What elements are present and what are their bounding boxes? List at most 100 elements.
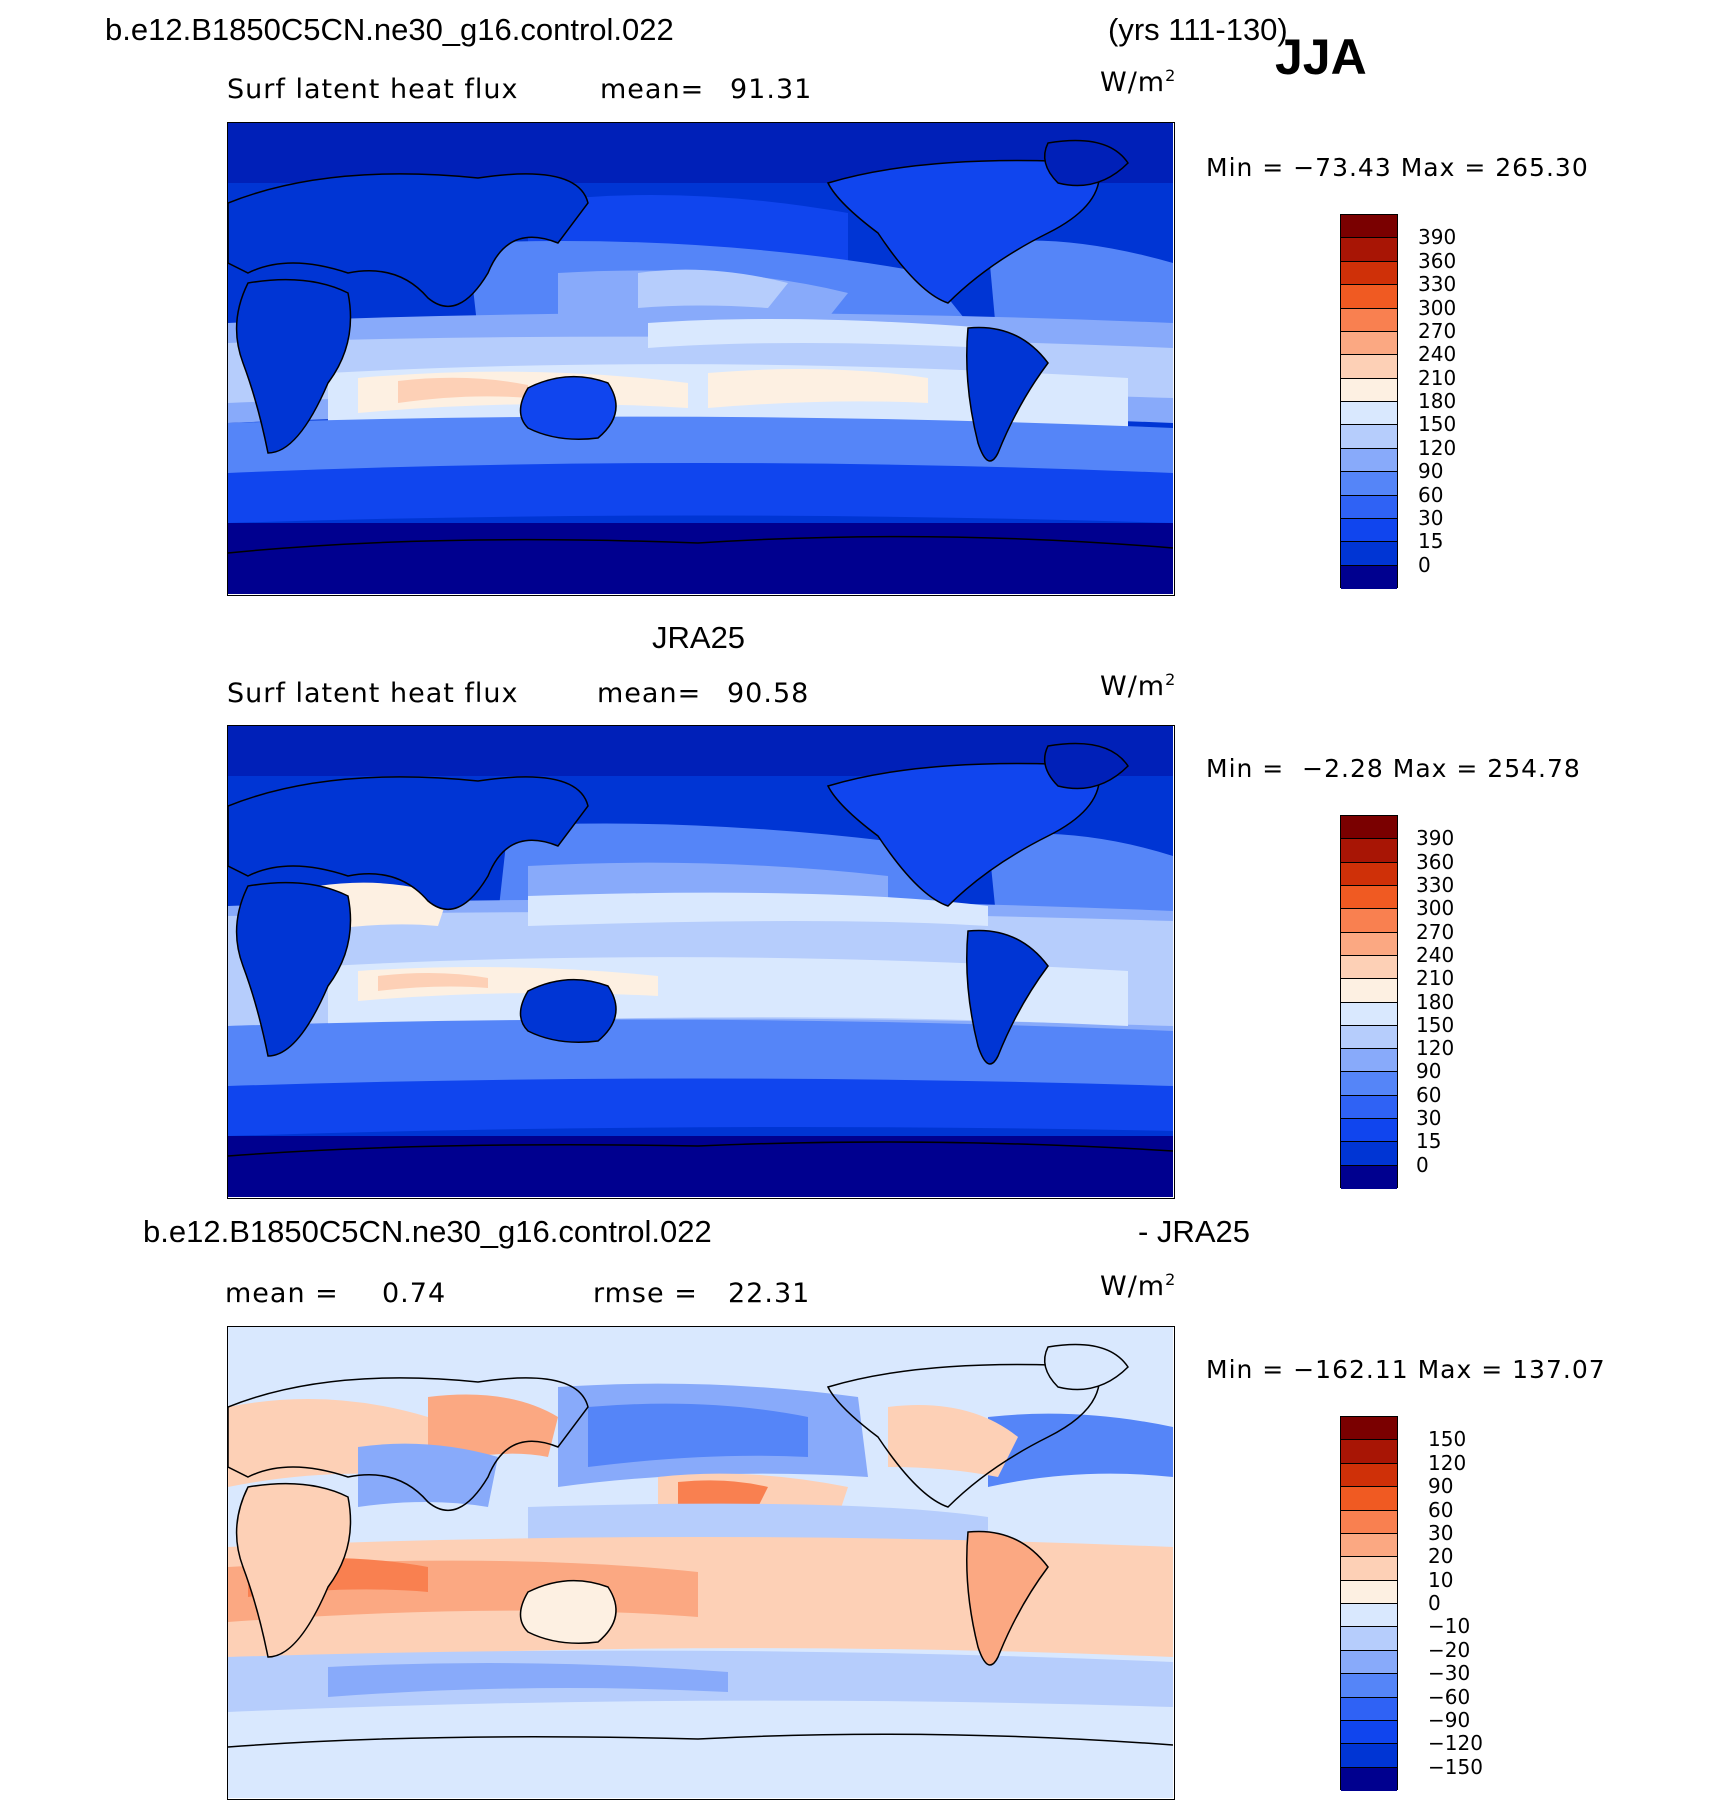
- colorbar-tick-label: 30: [1418, 505, 1444, 530]
- p2-eq: [528, 892, 988, 926]
- colorbar-box: [1341, 1142, 1397, 1166]
- panel3-units: W/m2: [1100, 1270, 1177, 1302]
- colorbar-box: [1341, 308, 1397, 332]
- colorbar-box: [1341, 1650, 1397, 1675]
- p1-land-antarctica: [227, 535, 1174, 554]
- colorbar-box: [1341, 1417, 1397, 1441]
- p1-npac-warm: [638, 269, 788, 308]
- colorbar-box: [1341, 1463, 1397, 1488]
- p1-antarctic: [228, 523, 1173, 594]
- colorbar-tick-label: 60: [1428, 1497, 1454, 1522]
- colorbar-box: [1341, 885, 1397, 910]
- colorbar-box: [1341, 1580, 1397, 1604]
- colorbar-tick-label: 270: [1416, 919, 1455, 944]
- colorbar-box: [1341, 1119, 1397, 1143]
- panel3-rmse-label: rmse =: [593, 1278, 698, 1309]
- panel1-mean-label: mean=: [600, 74, 705, 105]
- panel3-rmse-value: 22.31: [728, 1278, 811, 1309]
- colorbar-tick-label: 240: [1416, 942, 1455, 967]
- colorbar-tick-label: 0: [1416, 1152, 1429, 1177]
- panel2-title: JRA25: [652, 620, 746, 655]
- colorbar-box: [1341, 238, 1397, 262]
- colorbar-tick-label: −60: [1428, 1684, 1471, 1709]
- colorbar-tick-label: 30: [1416, 1106, 1442, 1131]
- colorbar-tick-label: 30: [1428, 1520, 1454, 1545]
- colorbar-tick-label: 210: [1416, 966, 1455, 991]
- panel2-map: [227, 725, 1175, 1199]
- panel1-mean-value: 91.31: [730, 74, 813, 105]
- colorbar-tick-label: 150: [1428, 1427, 1467, 1452]
- colorbar-box: [1341, 1072, 1397, 1096]
- colorbar-tick-label: 10: [1428, 1567, 1454, 1592]
- colorbar-tick-label: 270: [1418, 318, 1457, 343]
- colorbar-box: [1341, 979, 1397, 1003]
- colorbar-box: [1341, 285, 1397, 309]
- p1-land-samerica: [966, 326, 1049, 462]
- colorbar-tick-label: 60: [1418, 482, 1444, 507]
- colorbar-box: [1341, 816, 1397, 840]
- p2-land-samerica: [966, 929, 1049, 1065]
- colorbar-tick-label: −90: [1428, 1707, 1471, 1732]
- colorbar-box: [1341, 1697, 1397, 1721]
- panel2-mean-label: mean=: [597, 678, 702, 709]
- p3-land-samerica: [966, 1530, 1049, 1666]
- p3-land-australia: [519, 1579, 617, 1644]
- panel3-map: [227, 1326, 1175, 1800]
- p3-land-eurasia: [227, 1377, 589, 1511]
- colorbar-tick-label: 60: [1416, 1082, 1442, 1107]
- colorbar-box: [1341, 1095, 1397, 1120]
- colorbar-box: [1341, 378, 1397, 402]
- p1-s-warm2: [708, 369, 928, 408]
- colorbar-box: [1341, 448, 1397, 473]
- p1-land-namerica: [826, 159, 1101, 304]
- panel3-map-svg: [227, 1327, 1174, 1798]
- panel3-title-left: b.e12.B1850C5CN.ne30_g16.control.022: [143, 1214, 712, 1249]
- case-title: b.e12.B1850C5CN.ne30_g16.control.022: [105, 12, 674, 47]
- colorbar-tick-label: 360: [1416, 849, 1455, 874]
- colorbar-box: [1341, 425, 1397, 449]
- colorbar-box: [1341, 331, 1397, 356]
- panel3-mean-label: mean =: [225, 1278, 339, 1309]
- panel3-title-right: - JRA25: [1138, 1214, 1250, 1249]
- colorbar-tick-label: 120: [1416, 1036, 1455, 1061]
- colorbar-tick-label: 360: [1418, 248, 1457, 273]
- p1-land-australia: [519, 375, 617, 440]
- p2-land-antarctica: [227, 1141, 1174, 1157]
- colorbar-tick-label: −10: [1428, 1614, 1471, 1639]
- colorbar-box: [1341, 1440, 1397, 1464]
- panel1-minmax: Min = −73.43 Max = 265.30: [1206, 153, 1589, 182]
- p1-s-warm3: [398, 377, 528, 403]
- p2-land-namerica: [826, 762, 1101, 907]
- colorbar-tick-label: 240: [1418, 342, 1457, 367]
- colorbar-box: [1341, 1510, 1397, 1534]
- colorbar-tick-label: −20: [1428, 1637, 1471, 1662]
- p3-asia-cool: [358, 1443, 498, 1507]
- p3-land-greenland: [1043, 1343, 1129, 1391]
- panel2-variable: Surf latent heat flux: [227, 678, 519, 709]
- colorbar-box: [1341, 1165, 1397, 1189]
- p3-npac-hot: [678, 1480, 768, 1509]
- colorbar-tick-label: 0: [1428, 1591, 1441, 1615]
- colorbar-tick-label: 120: [1428, 1450, 1467, 1475]
- colorbar-box: [1341, 355, 1397, 379]
- panel2-map-svg: [227, 726, 1174, 1197]
- colorbar-box: [1341, 1487, 1397, 1511]
- p2-land-eurasia: [227, 776, 589, 910]
- colorbar-box: [1341, 518, 1397, 543]
- p3-natl-cool: [988, 1413, 1173, 1487]
- colorbar-box: [1341, 1767, 1397, 1791]
- colorbar-box: [1341, 1604, 1397, 1628]
- p2-land-greenland: [1043, 742, 1129, 790]
- colorbar-tick-label: 0: [1418, 552, 1431, 577]
- colorbar-tick-label: 390: [1418, 225, 1457, 250]
- colorbar-box: [1341, 1674, 1397, 1698]
- colorbar-box: [1341, 1533, 1397, 1558]
- colorbar-tick-label: 150: [1416, 1012, 1455, 1037]
- p3-s-cool2: [328, 1663, 728, 1697]
- colorbar-box: [1341, 1627, 1397, 1651]
- p3-namer-warm: [888, 1405, 1018, 1477]
- colorbar-tick-label: 210: [1418, 365, 1457, 390]
- p2-land-australia: [519, 978, 617, 1043]
- panel2-colorbar: [1340, 815, 1398, 1189]
- colorbar-tick-label: 90: [1416, 1059, 1442, 1084]
